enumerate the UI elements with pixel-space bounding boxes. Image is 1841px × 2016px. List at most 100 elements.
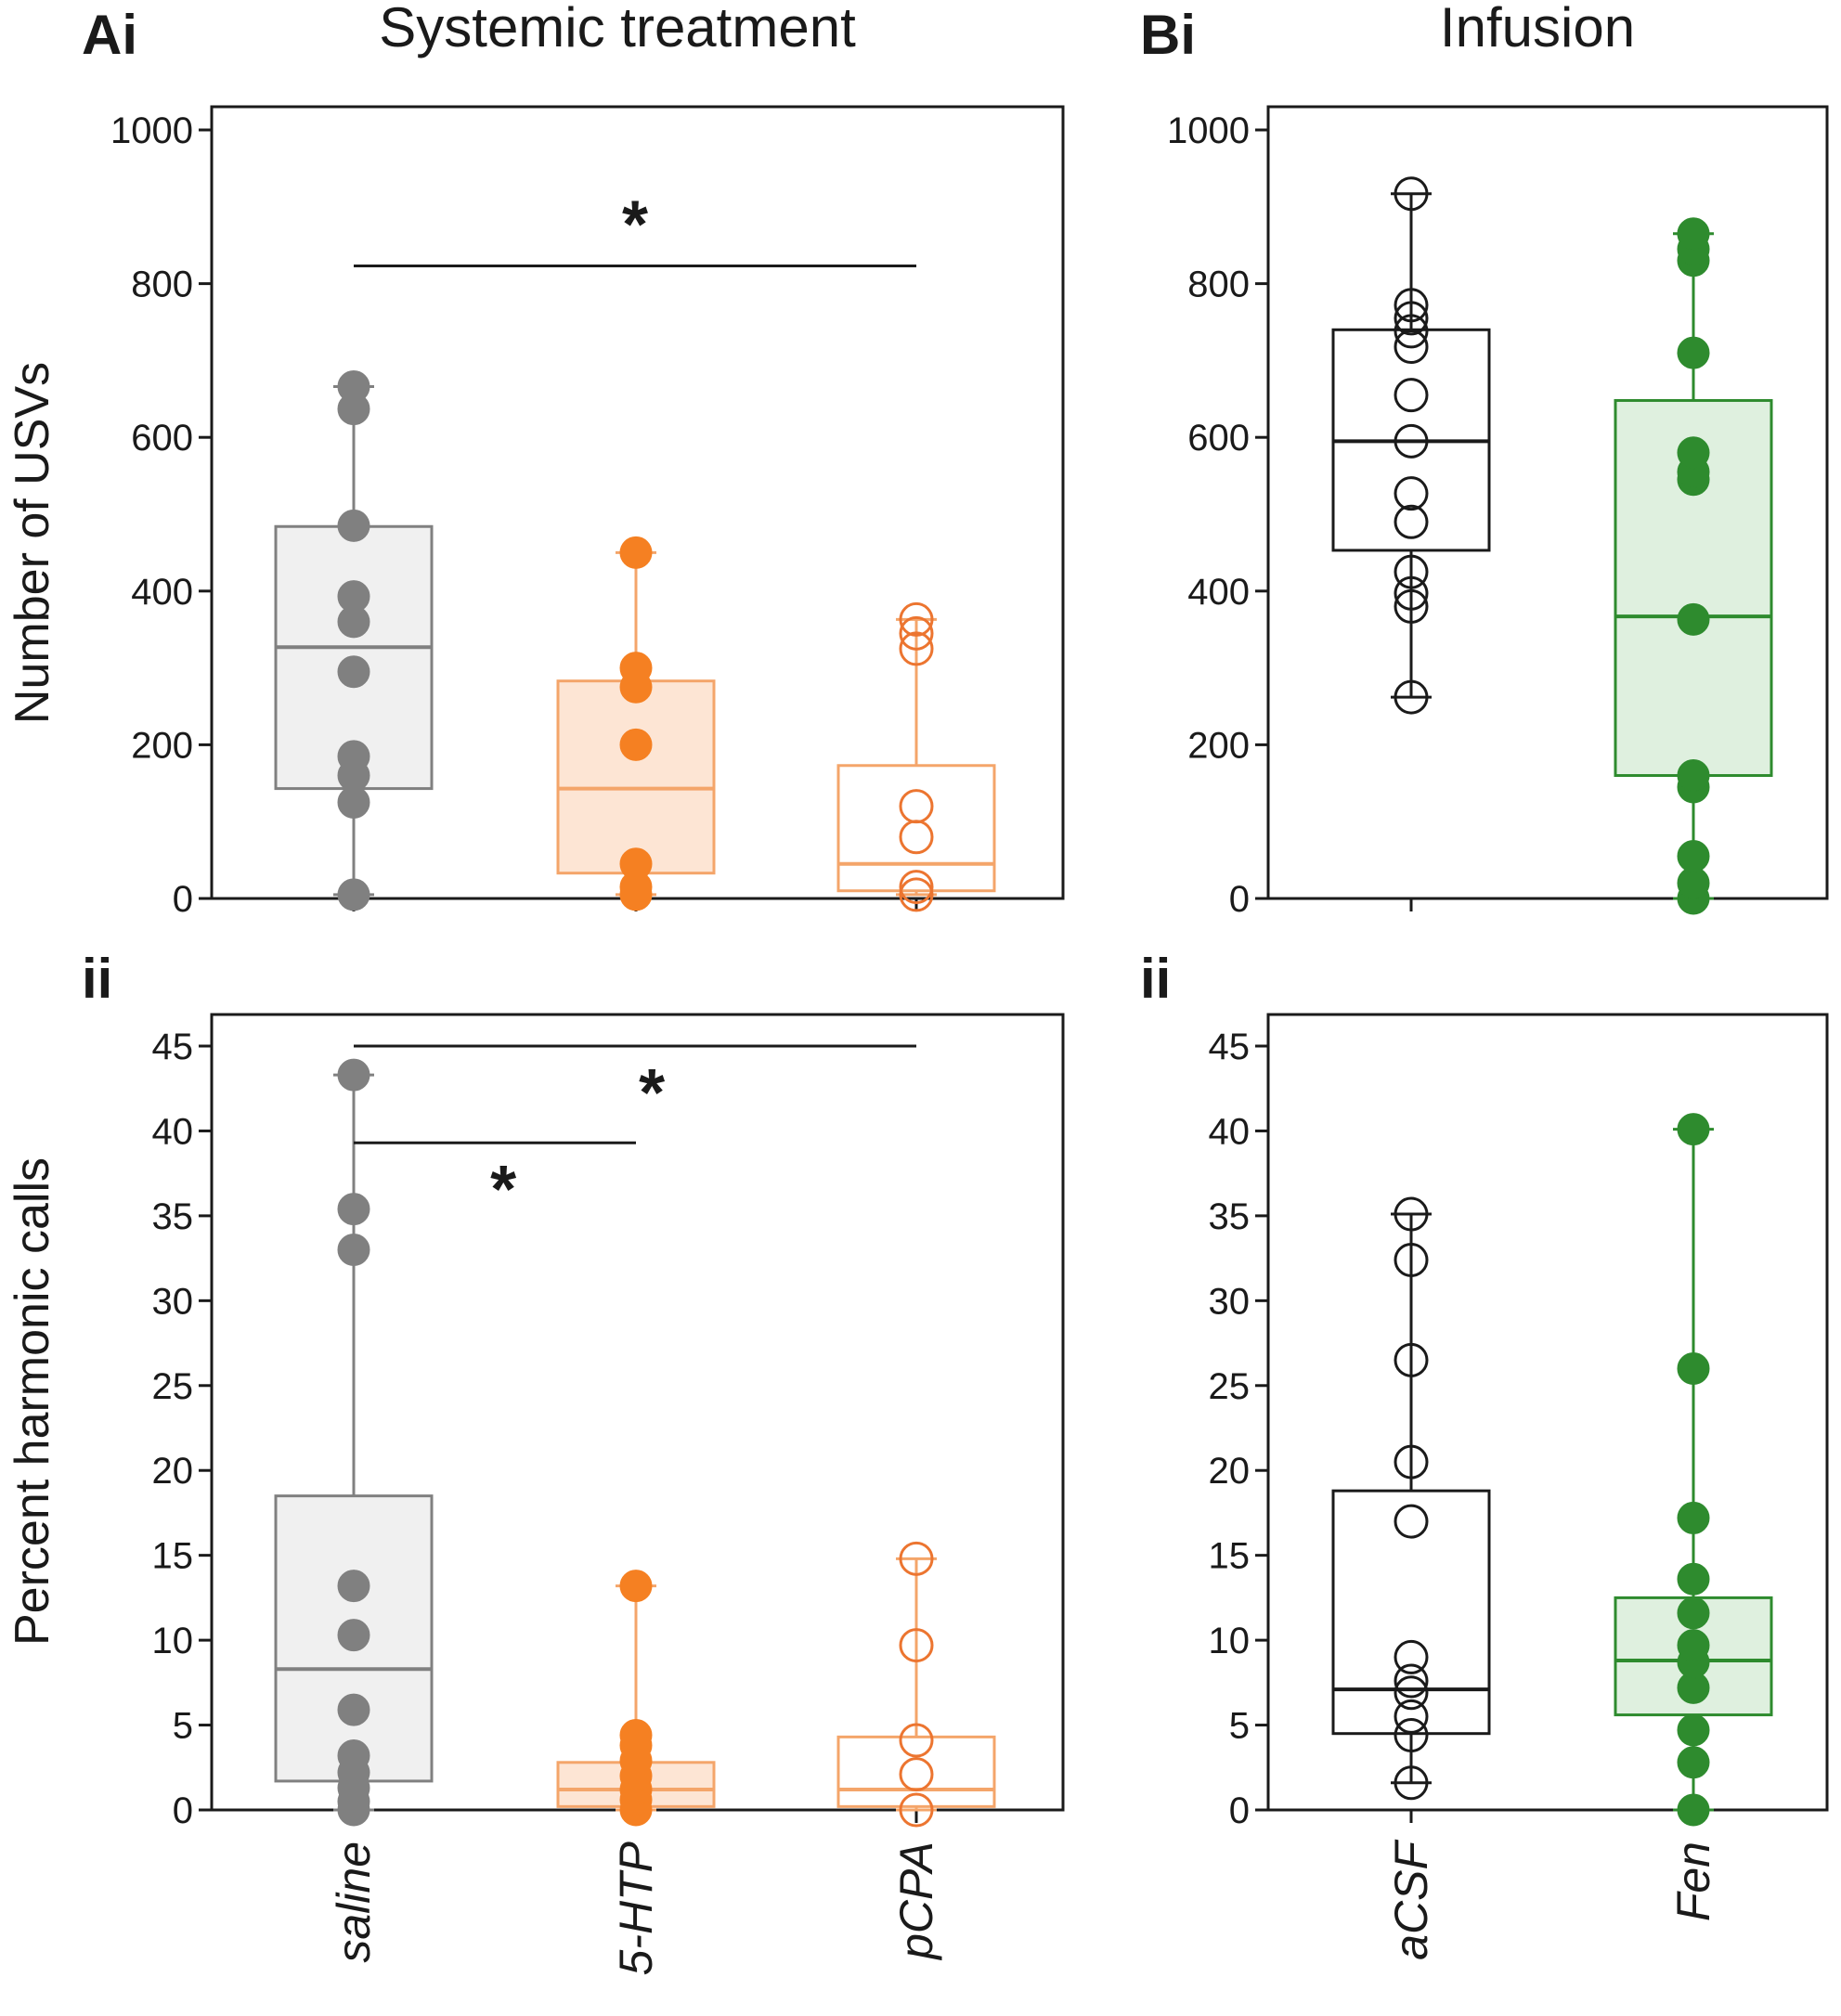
data-point [337,580,370,614]
data-point [337,1570,370,1603]
y-tick-label: 1000 [110,110,193,151]
panel-label-aii: ii [82,948,112,1010]
y-tick-label: 45 [1209,1027,1251,1067]
data-point [337,1619,370,1652]
y-tick-label: 15 [1209,1536,1251,1577]
category-label-fen: Fen [1667,1842,1719,1921]
data-point [899,1757,934,1792]
data-point [1394,176,1429,212]
box-group-pcpa [836,601,996,912]
data-point [619,847,653,881]
y-tick-label: 0 [173,879,193,920]
data-point [1394,575,1429,611]
data-point [337,740,370,773]
category-label-5-htp: 5-HTP [610,1841,662,1975]
data-point [1394,1639,1429,1674]
data-point [1677,1351,1710,1385]
y-tick-label: 35 [1209,1196,1251,1237]
data-point [337,370,370,404]
data-point [1394,588,1429,624]
box-group-5-htp: 5-HTP [556,1570,716,1975]
data-point [1394,288,1429,323]
data-point [1394,1444,1429,1480]
box-group-pcpa: pCPA [836,1541,996,1961]
plot-frame [1266,1013,1829,1812]
y-tick-label: 15 [152,1536,194,1577]
chart-ai-number-of-usvs: 0 200 400 600 800 1000 * [110,105,1065,920]
y-tick-label: 20 [1209,1451,1251,1492]
data-point [1677,1793,1710,1827]
panel-label-bi: Bi [1140,4,1196,66]
panel-label-bii: ii [1140,948,1171,1010]
chart-bii-percent-harmonic: 0 5 10 15 20 25 30 35 40 45 aCSF Fen [1209,1013,1829,1960]
data-point [1394,378,1429,413]
data-point [899,601,934,637]
data-point [1394,1663,1429,1699]
data-point [337,655,370,689]
data-point [1677,602,1710,636]
y-tick-label: 25 [1209,1366,1251,1407]
data-point [619,728,653,761]
y-tick-label: 40 [1209,1111,1251,1152]
data-point [1677,839,1710,872]
data-point [899,615,934,651]
y-tick-label: 5 [173,1706,193,1747]
y-tick-label: 10 [1209,1621,1251,1661]
data-point [619,652,653,685]
data-point [1394,423,1429,459]
data-point [1394,679,1429,715]
data-point [619,1719,653,1752]
data-point [337,878,370,911]
data-point [899,789,934,824]
y-tick-label: 0 [173,1790,193,1831]
data-point [1394,1699,1429,1734]
y-axis-label-usvs: Number of USVs [6,362,59,724]
y-tick-label: 5 [1229,1706,1250,1747]
data-point [1677,1562,1710,1596]
y-tick-label: 45 [152,1027,194,1067]
box [556,679,716,875]
y-tick-label: 600 [131,418,193,459]
data-point [1677,1746,1710,1779]
box-group-fen: Fen [1614,1113,1773,1921]
data-point [1677,759,1710,793]
data-point [1394,476,1429,511]
significance-star: * [622,188,648,263]
data-point [899,631,934,666]
data-point [1394,1196,1429,1232]
data-point [337,1058,370,1092]
section-title-infusion: Infusion [1440,0,1635,58]
box-group-fen [1614,217,1773,915]
data-point [1394,314,1429,349]
data-point [1677,1596,1710,1630]
significance-star: * [639,1056,665,1131]
data-point [337,1193,370,1226]
data-point [899,1792,934,1828]
data-point [1677,1629,1710,1662]
y-tick-label: 200 [1187,725,1250,766]
y-tick-label: 40 [152,1111,194,1152]
y-tick-label: 200 [131,725,193,766]
data-point [899,1723,934,1758]
data-point [1677,436,1710,470]
y-tick-label: 400 [131,572,193,613]
data-point [1394,329,1429,364]
data-point [1677,1713,1710,1747]
y-tick-label: 1000 [1167,110,1250,151]
data-point [337,1738,370,1772]
data-point [1394,1765,1429,1801]
data-point [1394,1675,1429,1711]
panel-label-ai: Ai [82,4,137,66]
y-tick-label: 30 [1209,1281,1251,1322]
category-label-acsf: aCSF [1385,1840,1437,1960]
data-point [899,1541,934,1576]
box-group-saline: saline [274,1058,434,1963]
data-point [1394,1718,1429,1753]
y-tick-label: 25 [152,1366,194,1407]
chart-aii-percent-harmonic: 0 5 10 15 20 25 30 35 40 45 saline 5-HTP pCPA * * [152,1013,1065,1975]
box-group-saline [274,370,434,911]
y-tick-label: 35 [152,1196,194,1237]
chart-bi-number-of-usvs: 0 200 400 600 800 1000 [1167,105,1829,920]
y-tick-label: 0 [1229,1790,1250,1831]
